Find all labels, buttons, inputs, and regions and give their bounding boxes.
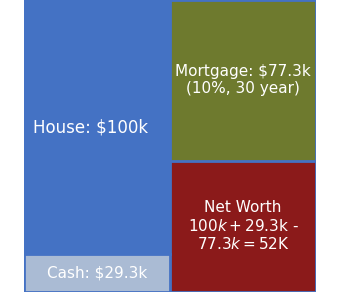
Text: Cash: $29.3k: Cash: $29.3k (47, 265, 147, 281)
Bar (24, 0, 170, 254)
Text: House: $100k: House: $100k (33, 118, 148, 136)
Bar (24, 254, 170, 292)
Text: Net Worth
$100k + $29.3k -
$77.3k = $52K: Net Worth $100k + $29.3k - $77.3k = $52K (188, 200, 299, 252)
Bar (170, 0, 316, 161)
Bar (170, 161, 316, 292)
Text: Mortgage: $77.3k
(10%, 30 year): Mortgage: $77.3k (10%, 30 year) (175, 64, 311, 96)
